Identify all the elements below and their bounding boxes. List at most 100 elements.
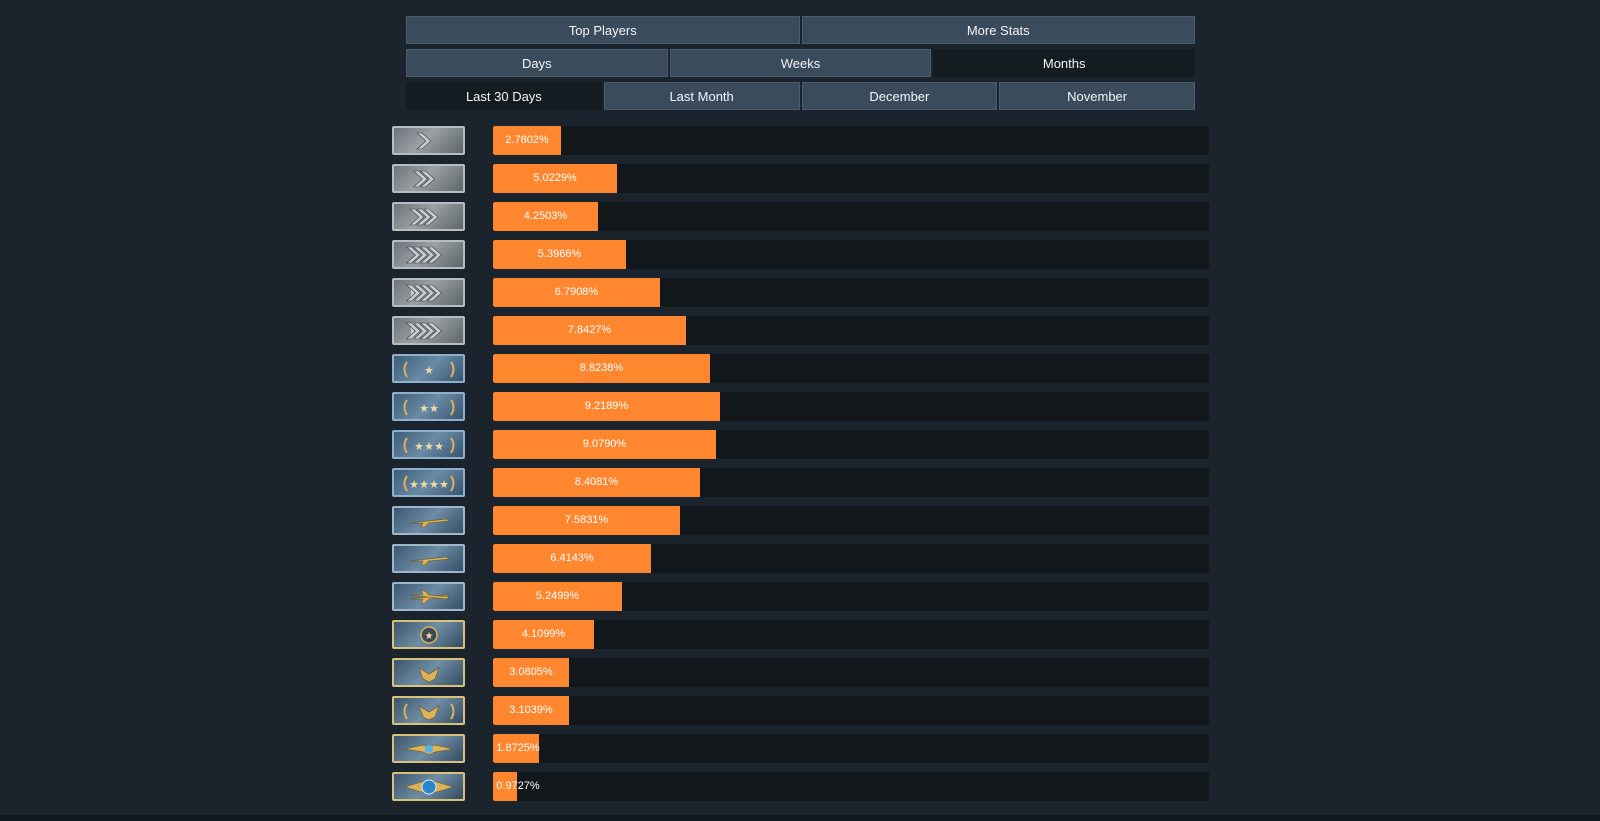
rank-row: 2.7802%	[392, 126, 1210, 155]
svg-text:★: ★	[439, 478, 449, 491]
rank-bar-track: 7.5831%	[493, 506, 1209, 535]
rank-bar-track: 8.8238%	[493, 354, 1209, 383]
tab-more-stats[interactable]: More Stats	[801, 16, 1195, 44]
rank-percent-label: 6.4143%	[550, 552, 594, 564]
svg-text:★: ★	[409, 478, 419, 491]
master-guardian-elite-crossed-rifles-icon	[392, 582, 465, 611]
rank-row: 1.8725%	[392, 734, 1210, 763]
tab-last-30-days[interactable]: Last 30 Days	[406, 82, 602, 110]
silver-elite-master-chevron-icon	[392, 316, 465, 345]
rank-row: 0.9727%	[392, 772, 1210, 801]
rank-bar-track: 8.4081%	[493, 468, 1209, 497]
footer-bar	[0, 815, 1600, 821]
svg-text:★: ★	[424, 364, 434, 377]
tab-weeks[interactable]: Weeks	[669, 49, 932, 77]
rank-bar-track: 3.1039%	[493, 696, 1209, 725]
rank-bar-track: 6.4143%	[493, 544, 1209, 573]
rank-bar-fill	[493, 582, 622, 611]
rank-row: 6.4143%	[392, 544, 1210, 573]
rank-row: 4.2503%	[392, 202, 1210, 231]
svg-text:★: ★	[414, 440, 424, 453]
rank-bar-fill	[493, 696, 569, 725]
rank-percent-label: 9.2189%	[584, 400, 629, 412]
rank-row: ★ 4.1099%	[392, 620, 1210, 649]
rank-percent-label: 0.9727%	[496, 780, 540, 792]
rank-row: ★ ★ 9.2189%	[392, 392, 1210, 421]
svg-text:★: ★	[424, 631, 433, 642]
rank-percent-label: 2.7802%	[505, 134, 549, 146]
rank-bar-track: 0.9727%	[493, 772, 1209, 801]
silver-4-chevron-icon	[392, 240, 465, 269]
rank-percent-label: 3.0805%	[509, 666, 553, 678]
rank-percent-label: 3.1039%	[509, 704, 553, 716]
rank-bar-fill	[493, 772, 517, 801]
distinguished-master-guardian-star-icon: ★	[392, 620, 465, 649]
tab-row-period: Days Weeks Months	[406, 49, 1196, 77]
rank-distribution-list: 2.7802% 5.0229% 4.2503% 5.3966% 6.7908% 7.842…	[392, 126, 1210, 810]
svg-text:★: ★	[419, 402, 429, 415]
rank-bar-track: 5.3966%	[493, 240, 1209, 269]
rank-bar-track: 4.2503%	[493, 202, 1209, 231]
legendary-eagle-icon	[392, 658, 465, 687]
svg-text:★: ★	[424, 440, 434, 453]
rank-bar-track: 2.7802%	[493, 126, 1209, 155]
rank-bar-fill	[493, 354, 710, 383]
rank-percent-label: 1.8725%	[496, 742, 540, 754]
rank-percent-label: 4.1099%	[521, 628, 566, 640]
rank-row: 3.0805%	[392, 658, 1210, 687]
gold-nova-1-star-icon: ★	[392, 354, 465, 383]
rank-bar-fill	[493, 164, 617, 193]
rank-bar-fill	[493, 126, 561, 155]
tab-top-players[interactable]: Top Players	[406, 16, 800, 44]
rank-row: 7.8427%	[392, 316, 1210, 345]
master-guardian-2-rifle-icon	[392, 544, 465, 573]
tab-days[interactable]: Days	[406, 49, 668, 77]
rank-percent-label: 6.7908%	[554, 286, 599, 298]
rank-bar-fill	[493, 316, 686, 345]
rank-percent-label: 5.0229%	[533, 172, 577, 184]
silver-2-chevron-icon	[392, 164, 465, 193]
rank-row: 7.5831%	[392, 506, 1210, 535]
rank-percent-label: 7.8427%	[567, 324, 612, 336]
svg-text:★: ★	[429, 402, 439, 415]
svg-text:★: ★	[429, 478, 439, 491]
rank-bar-fill	[493, 392, 720, 421]
rank-bar-track: 1.8725%	[493, 734, 1209, 763]
tab-december[interactable]: December	[801, 82, 998, 110]
legendary-eagle-master-icon	[392, 696, 465, 725]
gold-nova-2-star-icon: ★ ★	[392, 392, 465, 421]
tab-row-range: Last 30 Days Last Month December Novembe…	[406, 82, 1195, 110]
tab-row-main: Top Players More Stats	[406, 16, 1195, 44]
rank-bar-track: 9.0790%	[493, 430, 1209, 459]
global-elite-globe-icon	[392, 772, 465, 801]
rank-row: 5.2499%	[392, 582, 1210, 611]
rank-bar-fill	[493, 734, 539, 763]
supreme-master-first-class-icon	[392, 734, 465, 763]
rank-bar-track: 6.7908%	[493, 278, 1209, 307]
svg-text:★: ★	[419, 478, 429, 491]
rank-percent-label: 5.3966%	[537, 248, 582, 260]
rank-row: 5.0229%	[392, 164, 1210, 193]
tab-months[interactable]: Months	[933, 49, 1196, 77]
rank-bar-fill	[493, 240, 626, 269]
tab-last-month[interactable]: Last Month	[603, 82, 800, 110]
rank-bar-fill	[493, 278, 660, 307]
rank-bar-fill	[493, 468, 700, 497]
rank-bar-track: 7.8427%	[493, 316, 1209, 345]
gold-nova-3-star-icon: ★ ★ ★	[392, 430, 465, 459]
rank-percent-label: 7.5831%	[564, 514, 609, 526]
tab-november[interactable]: November	[999, 82, 1195, 110]
rank-row: ★ ★ ★ 9.0790%	[392, 430, 1210, 459]
rank-bar-track: 5.0229%	[493, 164, 1209, 193]
rank-bar-track: 5.2499%	[493, 582, 1209, 611]
silver-1-chevron-icon	[392, 126, 465, 155]
rank-bar-fill	[493, 430, 716, 459]
rank-bar-fill	[493, 658, 569, 687]
rank-bar-fill	[493, 620, 594, 649]
rank-percent-label: 9.0790%	[582, 438, 627, 450]
rank-row: 3.1039%	[392, 696, 1210, 725]
rank-percent-label: 4.2503%	[523, 210, 568, 222]
rank-bar-fill	[493, 544, 651, 573]
master-guardian-1-rifle-icon	[392, 506, 465, 535]
rank-row: ★ ★ ★ ★ 8.4081%	[392, 468, 1210, 497]
